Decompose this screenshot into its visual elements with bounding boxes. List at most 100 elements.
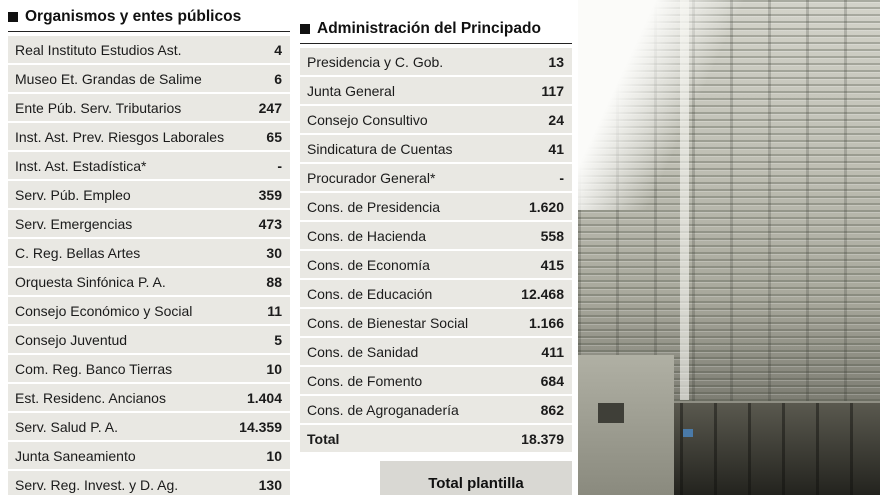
row-value: 10 [266,447,282,464]
table-row: Serv. Púb. Empleo 359 [8,181,290,208]
row-value: 415 [540,256,564,273]
table-row: Est. Residenc. Ancianos 1.404 [8,384,290,411]
table-row: Cons. de Hacienda 558 [300,222,572,249]
row-value: 684 [540,372,564,389]
row-value: 14.359 [239,418,282,435]
table-row: Cons. de Sanidad 411 [300,338,572,365]
table-administracion: Administración del Principado Presidenci… [300,20,572,495]
table-row: Consejo Juventud 5 [8,326,290,353]
row-value: 13 [548,53,564,70]
row-label: Est. Residenc. Ancianos [15,389,166,406]
row-label: Cons. de Fomento [307,372,423,389]
row-value: 12.468 [521,285,564,302]
table-organismos-rows: Real Instituto Estudios Ast. 4 Museo Et. G… [8,36,290,495]
table-row: Serv. Emergencias 473 [8,210,290,237]
row-label: Real Instituto Estudios Ast. [15,41,182,58]
table-administracion-rows: Presidencia y C. Gob. 13 Junta General 117 C… [300,48,572,423]
row-value: 117 [541,82,564,99]
row-value: 862 [540,401,564,418]
total-row: Total 18.379 [300,425,572,452]
row-value: 473 [258,215,282,232]
table-row: Serv. Reg. Invest. y D. Ag. 130 [8,471,290,495]
row-value: 6 [274,70,282,87]
row-label: Serv. Púb. Empleo [15,186,131,203]
row-label: Junta Saneamiento [15,447,136,464]
table-title: Organismos y entes públicos [25,8,242,25]
row-value: 359 [258,186,282,203]
total-row-value: 18.379 [521,430,564,447]
row-label: Consejo Consultivo [307,111,428,128]
row-label: Procurador General* [307,169,436,186]
table-organismos-header: Organismos y entes públicos [8,8,290,32]
row-label: Ente Púb. Serv. Tributarios [15,99,182,116]
row-value: 88 [266,273,282,290]
row-label: Inst. Ast. Prev. Riesgos Laborales [15,128,225,145]
small-window [598,403,624,423]
table-row: Real Instituto Estudios Ast. 4 [8,36,290,63]
row-label: Cons. de Sanidad [307,343,419,360]
table-row: Cons. de Bienestar Social 1.166 [300,309,572,336]
sky-highlight [578,0,758,210]
row-label: Com. Reg. Banco Tierras [15,360,173,377]
row-value: 41 [548,140,564,157]
row-label: Cons. de Presidencia [307,198,441,215]
table-row: Procurador General* - [300,164,572,191]
row-value: 411 [541,343,564,360]
row-value: 1.166 [528,314,564,331]
total-plantilla-label: Total plantilla [428,474,524,492]
table-row: Cons. de Economía 415 [300,251,572,278]
table-row: Com. Reg. Banco Tierras 10 [8,355,290,382]
table-row: Ente Púb. Serv. Tributarios 247 [8,94,290,121]
row-value: 30 [266,244,282,261]
blue-detail [683,429,693,437]
facade-pillar [680,0,689,400]
row-value: 130 [258,476,282,493]
table-administracion-header: Administración del Principado [300,20,572,44]
table-row: Cons. de Fomento 684 [300,367,572,394]
total-plantilla-box: Total plantilla [380,461,572,495]
table-row: Presidencia y C. Gob. 13 [300,48,572,75]
table-row: Sindicatura de Cuentas 41 [300,135,572,162]
row-value: 1.620 [528,198,564,215]
table-row: Junta Saneamiento 10 [8,442,290,469]
table-row: Serv. Salud P. A. 14.359 [8,413,290,440]
table-row: Cons. de Educación 12.468 [300,280,572,307]
row-value: 24 [548,111,564,128]
square-bullet-icon [300,24,310,34]
row-value: 4 [274,41,282,58]
row-label: Inst. Ast. Estadística* [15,157,147,174]
total-row-label: Total [307,430,340,447]
table-row: Orquesta Sinfónica P. A. 88 [8,268,290,295]
row-label: Serv. Emergencias [15,215,133,232]
row-label: Junta General [307,82,395,99]
row-value: 558 [540,227,564,244]
table-row: Cons. de Agroganadería 862 [300,396,572,423]
table-row: Consejo Económico y Social 11 [8,297,290,324]
row-value: 11 [267,302,282,319]
table-row: Museo Et. Grandas de Salime 6 [8,65,290,92]
concrete-block [578,355,674,495]
row-label: Sindicatura de Cuentas [307,140,453,157]
row-value: 65 [266,128,282,145]
row-label: Presidencia y C. Gob. [307,53,444,70]
table-row: C. Reg. Bellas Artes 30 [8,239,290,266]
row-label: Serv. Salud P. A. [15,418,118,435]
row-label: Consejo Económico y Social [15,302,193,319]
table-row: Cons. de Presidencia 1.620 [300,193,572,220]
building-photo [578,0,880,495]
row-label: Cons. de Bienestar Social [307,314,469,331]
row-value: 247 [258,99,282,116]
square-bullet-icon [8,12,18,22]
row-value: 1.404 [246,389,282,406]
table-row: Junta General 117 [300,77,572,104]
row-label: Orquesta Sinfónica P. A. [15,273,166,290]
row-label: Cons. de Economía [307,256,430,273]
row-label: Cons. de Agroganadería [307,401,459,418]
table-organismos: Organismos y entes públicos Real Institu… [8,8,290,495]
table-title: Administración del Principado [317,20,541,37]
row-label: Cons. de Educación [307,285,433,302]
row-value: 10 [266,360,282,377]
row-label: Cons. de Hacienda [307,227,427,244]
table-row: Inst. Ast. Prev. Riesgos Laborales 65 [8,123,290,150]
